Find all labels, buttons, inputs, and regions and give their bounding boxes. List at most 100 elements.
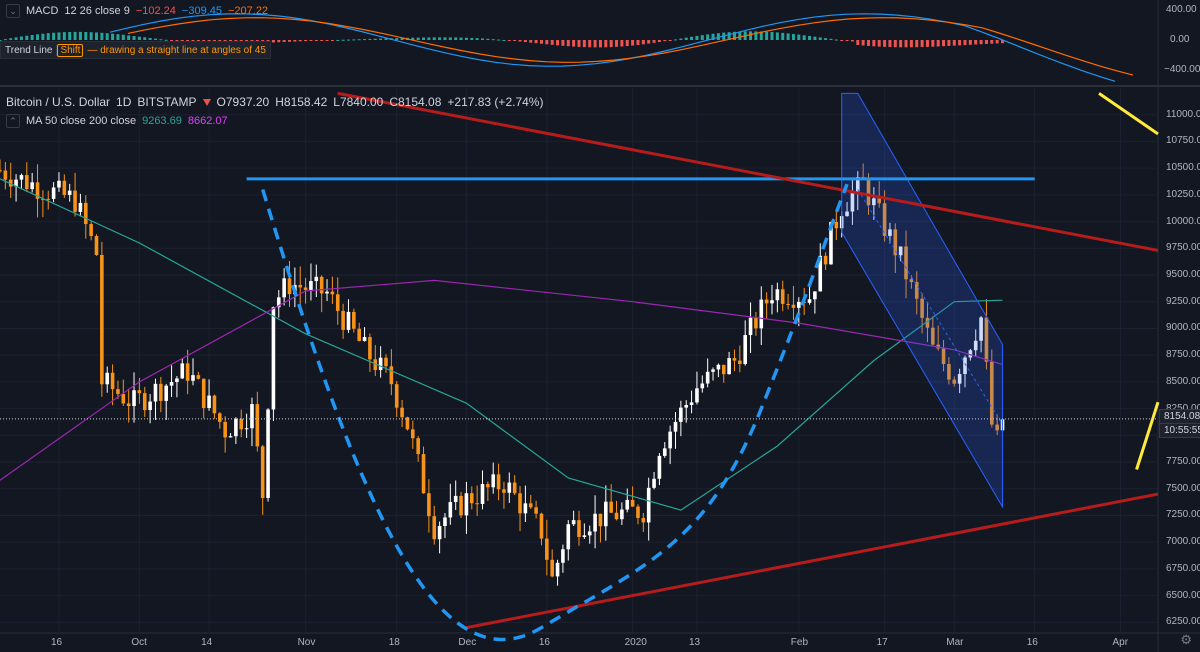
candle-body [255, 404, 260, 447]
candle-body [25, 175, 29, 190]
macd-histogram-bar [491, 39, 495, 41]
macd-axis-label: −400.00 [1164, 64, 1200, 75]
macd-histogram-bar [572, 40, 576, 47]
macd-histogram-bar [684, 37, 688, 40]
candle-body [78, 202, 83, 212]
candle-body [604, 501, 608, 527]
macd-histogram-bar [518, 40, 522, 42]
price-tick-label: 10000.00 [1166, 215, 1200, 227]
macd-histogram-bar [282, 40, 286, 43]
candle-body [609, 501, 613, 513]
macd-histogram-bar [41, 33, 45, 40]
macd-signal-line [127, 17, 1134, 76]
macd-histogram-bar [325, 40, 329, 41]
macd-histogram-bar [400, 37, 404, 40]
candle-body [105, 372, 110, 385]
candle-body [738, 360, 742, 365]
price-tick-label: 8250.00 [1166, 403, 1200, 414]
candle-body [764, 299, 769, 304]
candle-body [534, 507, 538, 514]
candle-body [545, 538, 549, 560]
macd-histogram-bar [867, 40, 870, 46]
macd-pane [0, 13, 1134, 82]
macd-histogram-bar [593, 40, 597, 48]
macd-histogram-bar [271, 40, 275, 43]
candle-body [126, 403, 131, 407]
price-tick-label: 7500.00 [1166, 482, 1200, 494]
candle-body [169, 382, 174, 386]
candle-body [121, 393, 126, 404]
price-tick-label: 8750.00 [1166, 349, 1200, 361]
macd-histogram-bar [550, 40, 554, 45]
macd-histogram-bar [754, 31, 758, 40]
candle-body [67, 190, 72, 195]
macd-histogram-bar [872, 40, 876, 47]
candle-body [266, 409, 270, 498]
candle-body [405, 417, 410, 430]
macd-histogram-bar [363, 39, 367, 41]
candle-body [475, 503, 479, 505]
macd-histogram-bar [357, 39, 361, 41]
macd-histogram-bar [690, 36, 694, 40]
candle-body [196, 375, 201, 379]
candle-body [373, 359, 378, 371]
macd-histogram-bar [861, 40, 865, 46]
candle-body [480, 484, 485, 505]
candle-body [593, 513, 597, 532]
candle-body [920, 298, 924, 318]
candle-body [394, 384, 399, 408]
candle-body [335, 294, 340, 311]
candle-body [979, 317, 983, 341]
macd-histogram-bar [647, 40, 651, 44]
candle-body [539, 513, 544, 539]
candle-body [598, 513, 603, 527]
candle-body [309, 281, 313, 291]
time-tick-label: 16 [538, 637, 550, 648]
macd-histogram-bar [786, 33, 790, 40]
candle-body [362, 337, 367, 341]
price-tick-label: 9000.00 [1166, 322, 1200, 334]
candle-body [239, 418, 244, 430]
candle-body [684, 404, 689, 408]
macd-histogram-bar [36, 34, 40, 40]
macd-histogram-bar [127, 35, 131, 40]
macd-histogram-bar [529, 40, 533, 43]
ma200-value: 8662.07 [187, 115, 228, 127]
candle-body [695, 388, 699, 403]
candle-body [925, 317, 930, 328]
candle-body [319, 276, 324, 294]
macd-histogram-bar [148, 37, 152, 40]
chevron-up-icon[interactable]: ⌃ [6, 114, 20, 128]
macd-histogram-bar [700, 35, 704, 40]
candle-body [941, 348, 946, 365]
macd-histogram-bar [336, 39, 340, 41]
candle-body [845, 211, 849, 217]
candle-body [228, 436, 233, 438]
macd-histogram-bar [797, 34, 801, 40]
macd-histogram-bar [765, 31, 769, 40]
macd-histogram-bar [615, 40, 619, 47]
macd-histogram-bar [52, 32, 56, 40]
macd-histogram-bar [883, 40, 887, 47]
macd-histogram-bar [679, 38, 683, 40]
macd-histogram-bar [14, 37, 18, 40]
candle-body [582, 535, 587, 537]
price-tick-label: 7750.00 [1166, 456, 1200, 468]
time-tick-label: Oct [131, 637, 147, 648]
candle-body [416, 438, 420, 455]
macd-histogram-bar [840, 40, 844, 41]
candle-body [153, 383, 158, 402]
candle-body [732, 358, 737, 361]
chevron-down-icon[interactable]: ⌄ [6, 4, 20, 18]
macd-histogram-bar [475, 38, 479, 40]
settings-gear-icon[interactable]: ⚙ [1180, 632, 1192, 647]
time-tick-label: Nov [297, 637, 316, 648]
symbol-interval: 1D [116, 95, 132, 109]
macd-histogram-bar [105, 33, 109, 40]
candle-body [57, 180, 61, 188]
macd-histogram-bar [925, 40, 929, 47]
time-tick-label: 2020 [624, 637, 647, 648]
ascending-support-line [466, 492, 1159, 630]
symbol-exchange: BITSTAMP [137, 95, 197, 109]
